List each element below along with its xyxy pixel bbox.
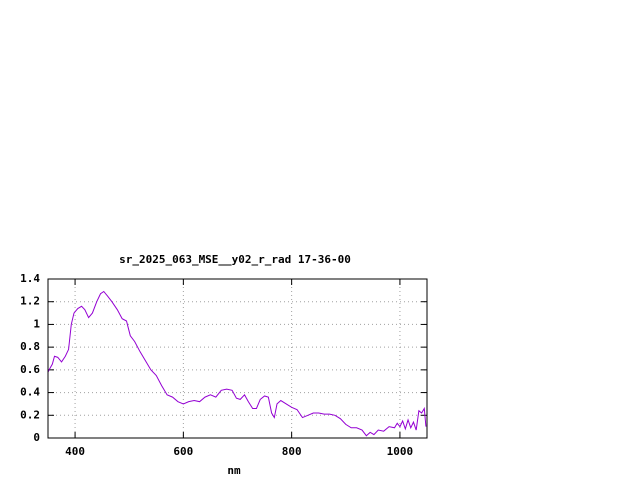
x-axis-label: nm [227,464,241,477]
y-tick-label: 0.2 [20,408,40,421]
x-tick-label: 800 [282,445,302,458]
x-tick-label: 400 [65,445,85,458]
y-tick-label: 0.4 [20,386,40,399]
y-tick-label: 1.2 [20,295,40,308]
y-tick-label: 0.6 [20,363,40,376]
plot-border [47,278,428,439]
data-line [47,290,427,437]
y-tick-label: 1 [33,317,40,330]
x-tick-label: 600 [173,445,193,458]
y-tick-label: 1.4 [20,272,40,285]
y-tick-label: 0.8 [20,340,40,353]
chart-title: sr_2025_063_MSE__y02_r_rad 17-36-00 [119,253,351,266]
x-tick-label: 1000 [387,445,414,458]
y-tick-label: 0 [33,431,40,444]
